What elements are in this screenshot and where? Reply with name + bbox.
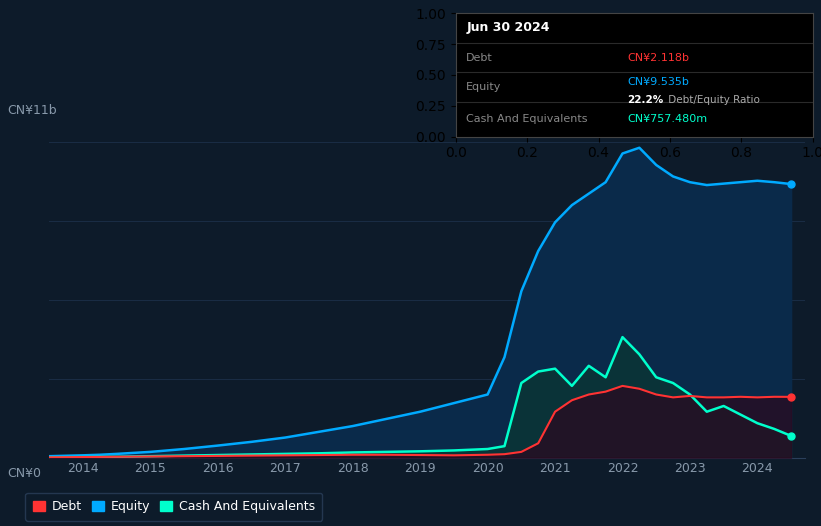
Text: 22.2%: 22.2% [627, 95, 663, 105]
Legend: Debt, Equity, Cash And Equivalents: Debt, Equity, Cash And Equivalents [25, 493, 323, 521]
Text: Debt: Debt [466, 53, 493, 63]
Text: Equity: Equity [466, 82, 502, 93]
Text: Debt/Equity Ratio: Debt/Equity Ratio [664, 95, 759, 105]
Text: Jun 30 2024: Jun 30 2024 [466, 22, 550, 35]
Text: CN¥2.118b: CN¥2.118b [627, 53, 689, 63]
Text: CN¥9.535b: CN¥9.535b [627, 77, 689, 87]
Text: CN¥11b: CN¥11b [7, 104, 57, 117]
Text: CN¥0: CN¥0 [7, 467, 42, 480]
Text: CN¥757.480m: CN¥757.480m [627, 115, 707, 125]
Text: Cash And Equivalents: Cash And Equivalents [466, 115, 588, 125]
